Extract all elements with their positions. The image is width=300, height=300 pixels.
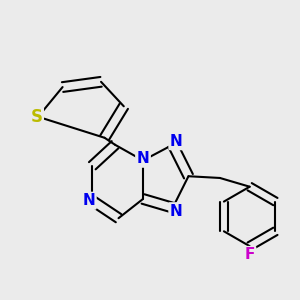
Text: N: N (136, 151, 149, 166)
Text: S: S (30, 108, 42, 126)
Text: N: N (170, 204, 183, 219)
Text: N: N (82, 193, 95, 208)
Text: N: N (170, 134, 183, 149)
Text: F: F (244, 248, 255, 262)
